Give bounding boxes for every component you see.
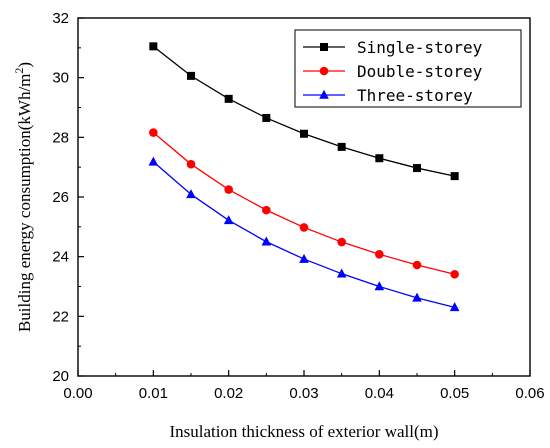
x-tick-label: 0.05 — [440, 385, 469, 402]
legend-marker — [320, 43, 328, 51]
y-axis-title-superscript: 2 — [12, 68, 26, 74]
x-tick-label: 0.00 — [63, 385, 92, 402]
y-tick-label: 26 — [52, 189, 69, 206]
data-point — [187, 71, 195, 80]
data-point — [375, 249, 384, 259]
y-tick-label: 20 — [52, 368, 69, 385]
x-tick-label: 0.04 — [365, 385, 394, 402]
data-point — [450, 172, 459, 181]
y-tick-label: 28 — [52, 129, 69, 146]
legend-marker — [319, 66, 329, 76]
y-tick-label: 30 — [52, 70, 69, 87]
data-point — [449, 302, 460, 312]
series-double-storey — [149, 128, 459, 279]
y-axis-title-close: ) — [15, 62, 34, 68]
x-tick-label: 0.01 — [139, 385, 168, 402]
legend-items: Single-storey Double-storey Three-storey — [303, 38, 483, 105]
series-layer — [148, 42, 460, 312]
axis-ticks: 0.00 0.01 0.02 0.03 0.04 0.05 0.06 20 22 24 26 28 30… — [52, 10, 544, 402]
legend-box — [294, 29, 522, 108]
data-point — [300, 129, 308, 138]
data-point — [375, 154, 384, 163]
data-point — [186, 159, 196, 169]
data-point — [299, 253, 309, 263]
data-point — [374, 281, 385, 291]
data-point — [413, 164, 421, 173]
data-point — [337, 237, 346, 247]
y-tick-label: 32 — [52, 10, 69, 27]
data-point — [224, 185, 233, 194]
series-three-storey — [148, 156, 460, 312]
data-point — [148, 156, 159, 166]
x-tick-label: 0.02 — [214, 385, 243, 402]
series-line — [152, 161, 455, 309]
series-single-storey — [149, 42, 459, 181]
data-point — [224, 94, 233, 103]
data-point — [450, 269, 459, 279]
series-line — [152, 132, 455, 275]
data-point — [262, 113, 271, 122]
legend: Single-storey Double-storey Three-storey — [294, 29, 522, 108]
data-point — [412, 260, 422, 270]
data-point — [299, 223, 309, 232]
data-point — [149, 128, 158, 137]
data-point — [412, 292, 422, 302]
y-axis-title-main: Building energy consumption(kWh/m — [15, 74, 34, 332]
data-point — [149, 42, 158, 51]
data-point — [223, 215, 234, 225]
y-tick-label: 22 — [52, 308, 69, 325]
data-point — [261, 236, 272, 246]
y-tick-label: 24 — [52, 249, 69, 266]
data-point — [336, 268, 347, 278]
x-tick-label: 0.03 — [289, 385, 318, 402]
x-axis-title: Insulation thickness of exterior wall(m) — [169, 422, 438, 441]
data-point — [337, 142, 346, 151]
data-point — [186, 189, 196, 199]
y-axis-title: Building energy consumption(kWh/m2) — [12, 62, 34, 332]
legend-marker — [319, 89, 329, 99]
x-tick-label: 0.06 — [515, 385, 544, 402]
legend-label: Single-storey — [357, 38, 483, 57]
data-point — [262, 205, 271, 215]
legend-label: Three-storey — [357, 86, 473, 105]
legend-label: Double-storey — [357, 62, 483, 81]
